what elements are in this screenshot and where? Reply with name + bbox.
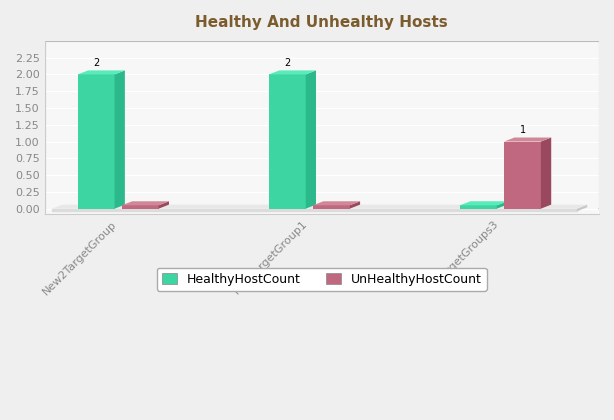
Polygon shape: [158, 201, 169, 209]
Polygon shape: [497, 201, 507, 209]
Text: 2: 2: [93, 58, 99, 68]
Bar: [78, 74, 115, 209]
Polygon shape: [78, 71, 125, 74]
Text: 1: 1: [519, 125, 526, 135]
Bar: [504, 142, 541, 209]
Polygon shape: [541, 137, 551, 209]
Polygon shape: [122, 201, 169, 205]
Bar: [122, 205, 158, 209]
Bar: [269, 74, 306, 209]
Text: 2: 2: [284, 58, 290, 68]
Polygon shape: [460, 201, 507, 205]
Polygon shape: [577, 205, 587, 211]
Bar: [460, 205, 497, 209]
Polygon shape: [350, 201, 360, 209]
Title: Healthy And Unhealthy Hosts: Healthy And Unhealthy Hosts: [195, 15, 448, 30]
Polygon shape: [306, 71, 316, 209]
Polygon shape: [504, 137, 551, 142]
Polygon shape: [313, 201, 360, 205]
Polygon shape: [115, 71, 125, 209]
Polygon shape: [269, 71, 316, 74]
Polygon shape: [52, 205, 587, 209]
Bar: [313, 205, 350, 209]
Legend: HealthyHostCount, UnHealthyHostCount: HealthyHostCount, UnHealthyHostCount: [157, 268, 487, 291]
